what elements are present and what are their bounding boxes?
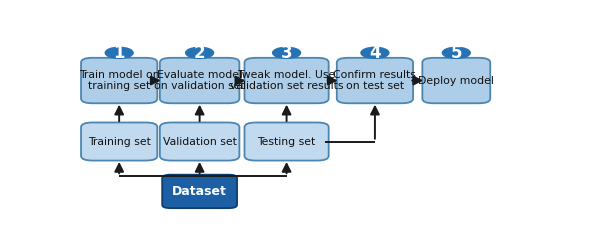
Circle shape: [185, 47, 214, 58]
FancyBboxPatch shape: [244, 58, 329, 103]
Circle shape: [361, 47, 389, 58]
Text: Validation set: Validation set: [163, 137, 236, 147]
FancyBboxPatch shape: [81, 122, 157, 161]
Text: 1: 1: [113, 44, 125, 62]
Text: 2: 2: [194, 44, 205, 62]
Circle shape: [105, 47, 133, 58]
Text: Training set: Training set: [88, 137, 151, 147]
Text: Confirm results
on test set: Confirm results on test set: [334, 70, 416, 91]
Text: Train model on
training set: Train model on training set: [79, 70, 160, 91]
FancyBboxPatch shape: [244, 122, 329, 161]
Text: 5: 5: [451, 44, 462, 62]
FancyBboxPatch shape: [160, 58, 239, 103]
Text: Evaluate model
on validation set: Evaluate model on validation set: [154, 70, 245, 91]
Text: 4: 4: [369, 44, 381, 62]
FancyBboxPatch shape: [422, 58, 490, 103]
Text: Dataset: Dataset: [172, 185, 227, 198]
FancyBboxPatch shape: [337, 58, 413, 103]
Circle shape: [272, 47, 301, 58]
Circle shape: [442, 47, 470, 58]
Text: Deploy model: Deploy model: [418, 76, 494, 85]
FancyBboxPatch shape: [160, 122, 239, 161]
Text: 3: 3: [281, 44, 292, 62]
FancyBboxPatch shape: [162, 175, 237, 208]
Text: Tweak model. Use
validation set results: Tweak model. Use validation set results: [230, 70, 343, 91]
FancyBboxPatch shape: [81, 58, 157, 103]
Text: Testing set: Testing set: [257, 137, 316, 147]
